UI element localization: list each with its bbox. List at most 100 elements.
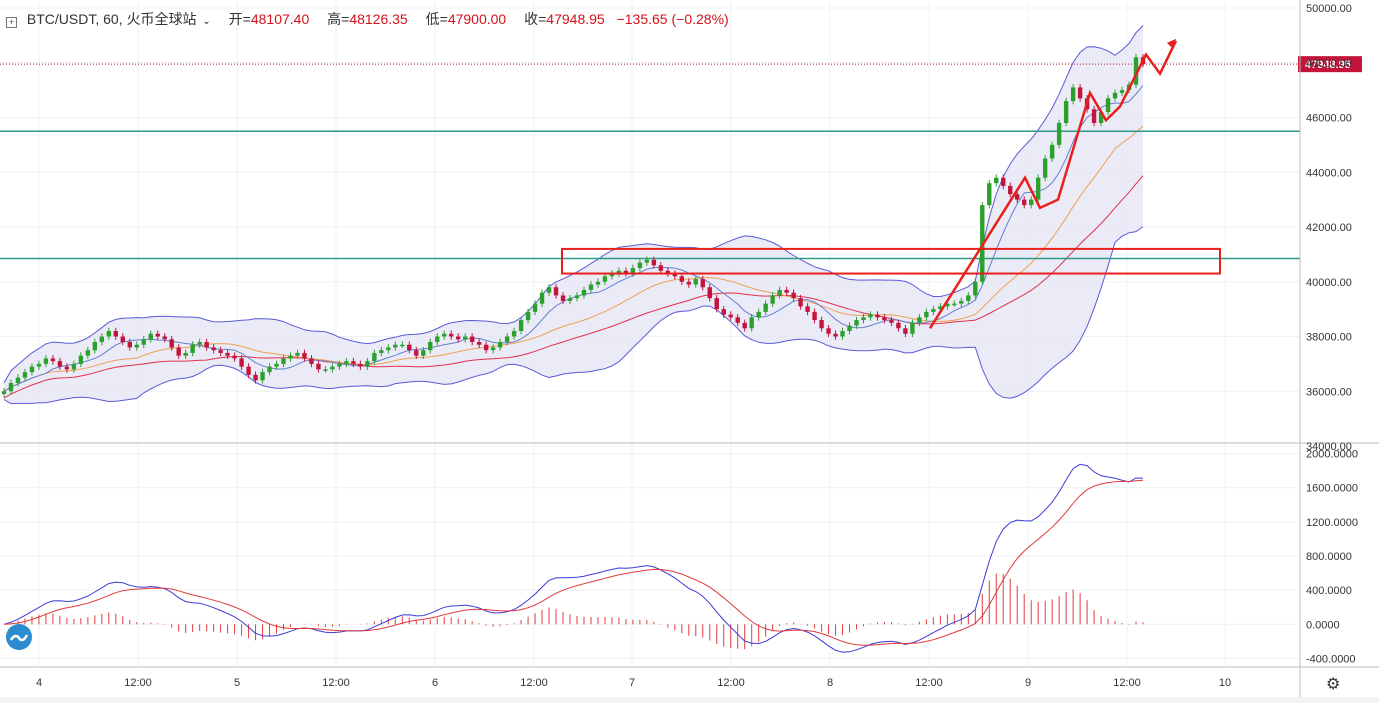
candle-body[interactable] <box>246 366 251 375</box>
candle-body[interactable] <box>651 259 657 266</box>
candle-body[interactable] <box>679 276 685 282</box>
candle-body[interactable] <box>1098 112 1104 123</box>
candle-body[interactable] <box>267 366 272 373</box>
candle-body[interactable] <box>232 355 237 359</box>
candle-body[interactable] <box>71 363 77 370</box>
candle-body[interactable] <box>798 298 803 307</box>
candle-body[interactable] <box>358 363 363 367</box>
candle-body[interactable] <box>973 281 978 296</box>
candle-body[interactable] <box>1070 87 1076 102</box>
candle-body[interactable] <box>456 336 461 340</box>
candle-body[interactable] <box>113 331 119 337</box>
candle-body[interactable] <box>134 344 139 348</box>
candle-body[interactable] <box>686 281 691 285</box>
candle-body[interactable] <box>1022 199 1027 206</box>
candle-body[interactable] <box>190 344 195 353</box>
candle-body[interactable] <box>435 336 440 342</box>
candle-body[interactable] <box>414 350 419 356</box>
candle-body[interactable] <box>1105 98 1111 113</box>
candle-body[interactable] <box>462 336 468 340</box>
candle-body[interactable] <box>323 369 328 371</box>
candle-body[interactable] <box>875 314 880 318</box>
candle-body[interactable] <box>1112 92 1118 99</box>
candle-body[interactable] <box>1015 194 1020 200</box>
candle-body[interactable] <box>805 306 810 312</box>
gear-icon[interactable]: ⚙ <box>1326 676 1341 693</box>
candle-body[interactable] <box>197 341 202 345</box>
candle-body[interactable] <box>476 341 482 345</box>
candle-body[interactable] <box>609 273 615 277</box>
candle-body[interactable] <box>735 317 740 323</box>
candle-body[interactable] <box>868 314 873 318</box>
candle-body[interactable] <box>1063 101 1069 123</box>
candle-body[interactable] <box>344 361 349 364</box>
candle-body[interactable] <box>92 341 98 351</box>
candle-body[interactable] <box>924 311 929 318</box>
candle-body[interactable] <box>141 339 146 345</box>
candle-body[interactable] <box>511 331 517 337</box>
candle-body[interactable] <box>469 336 475 342</box>
candle-body[interactable] <box>595 281 601 285</box>
candle-body[interactable] <box>85 350 91 356</box>
candle-body[interactable] <box>581 289 587 296</box>
candle-body[interactable] <box>588 284 594 290</box>
candle-body[interactable] <box>365 361 370 367</box>
candle-body[interactable] <box>428 341 433 351</box>
candle-body[interactable] <box>1119 90 1125 93</box>
candle-body[interactable] <box>295 352 300 356</box>
candle-body[interactable] <box>288 355 293 359</box>
candle-body[interactable] <box>784 289 789 293</box>
candle-body[interactable] <box>819 320 824 329</box>
candle-body[interactable] <box>987 183 992 206</box>
candle-body[interactable] <box>239 358 244 367</box>
candle-body[interactable] <box>127 341 132 348</box>
candle-body[interactable] <box>763 303 768 312</box>
candle-body[interactable] <box>665 270 671 274</box>
candle-body[interactable] <box>861 317 866 321</box>
candle-body[interactable] <box>29 366 35 373</box>
candle-body[interactable] <box>330 366 335 370</box>
candle-body[interactable] <box>1077 87 1083 99</box>
candle-body[interactable] <box>637 262 643 269</box>
candle-body[interactable] <box>337 363 342 367</box>
candle-body[interactable] <box>218 350 223 353</box>
chevron-down-icon[interactable]: ⌄ <box>202 16 211 27</box>
candle-body[interactable] <box>882 317 887 321</box>
tradingview-logo-icon[interactable] <box>6 624 32 650</box>
candle-body[interactable] <box>854 320 859 326</box>
candle-body[interactable] <box>148 333 153 340</box>
candle-body[interactable] <box>693 279 698 285</box>
candle-body[interactable] <box>43 358 49 364</box>
candle-body[interactable] <box>749 317 754 329</box>
candle-body[interactable] <box>616 270 622 274</box>
candle-body[interactable] <box>525 311 531 321</box>
candle-body[interactable] <box>553 287 559 296</box>
candle-body[interactable] <box>211 347 216 351</box>
candle-body[interactable] <box>1091 109 1097 123</box>
candle-body[interactable] <box>889 320 894 323</box>
candle-body[interactable] <box>483 344 489 351</box>
candle-body[interactable] <box>602 276 608 282</box>
candle-body[interactable] <box>917 317 922 323</box>
candle-body[interactable] <box>1 391 7 394</box>
expand-icon[interactable]: + <box>6 17 17 28</box>
candle-body[interactable] <box>959 300 964 304</box>
candle-body[interactable] <box>1056 122 1062 145</box>
candle-body[interactable] <box>204 341 209 348</box>
candle-body[interactable] <box>1001 177 1006 186</box>
candle-body[interactable] <box>672 273 678 277</box>
candle-body[interactable] <box>120 336 125 342</box>
candle-body[interactable] <box>952 303 957 306</box>
candle-body[interactable] <box>50 358 56 362</box>
candle-body[interactable] <box>442 333 447 337</box>
candle-body[interactable] <box>99 336 105 342</box>
candle-body[interactable] <box>225 352 230 356</box>
candle-body[interactable] <box>791 292 796 299</box>
candle-body[interactable] <box>1028 199 1034 206</box>
candle-body[interactable] <box>449 333 454 337</box>
candle-body[interactable] <box>253 374 258 381</box>
candle-body[interactable] <box>903 328 908 334</box>
candle-body[interactable] <box>183 352 188 356</box>
candle-body[interactable] <box>379 350 384 353</box>
candle-body[interactable] <box>910 322 915 334</box>
